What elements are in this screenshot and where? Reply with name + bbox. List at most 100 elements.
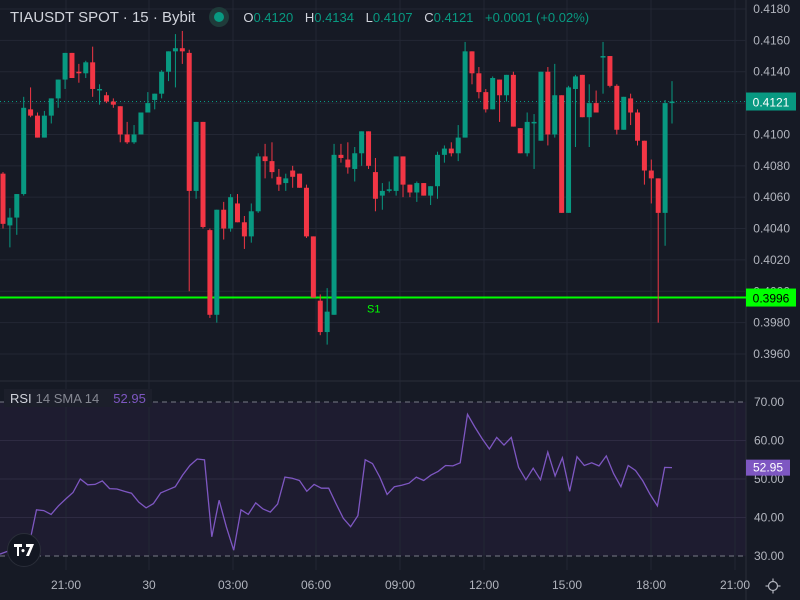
candle-body[interactable] <box>538 71 544 141</box>
candle-body[interactable] <box>117 106 123 135</box>
candle-body[interactable] <box>200 121 206 227</box>
tradingview-logo[interactable] <box>7 533 41 567</box>
candle-body[interactable] <box>83 62 89 74</box>
candle-body[interactable] <box>103 95 109 102</box>
candle-body[interactable] <box>352 153 358 169</box>
candle-body[interactable] <box>214 209 220 315</box>
candle-body[interactable] <box>138 112 144 135</box>
candle-body[interactable] <box>559 95 565 213</box>
candle-body[interactable] <box>283 178 289 184</box>
candle-body[interactable] <box>490 78 496 110</box>
candle-body[interactable] <box>34 115 40 138</box>
candle-body[interactable] <box>172 48 178 52</box>
candle-body[interactable] <box>97 88 103 91</box>
candle-body[interactable] <box>186 52 192 191</box>
candle-body[interactable] <box>62 52 68 80</box>
candle-body[interactable] <box>241 222 247 237</box>
candle-body[interactable] <box>669 101 675 104</box>
candle-body[interactable] <box>503 74 509 96</box>
candle-body[interactable] <box>607 56 613 86</box>
candle-body[interactable] <box>400 156 406 185</box>
candle-body[interactable] <box>248 211 254 237</box>
candle-body[interactable] <box>393 156 399 191</box>
candle-body[interactable] <box>262 156 268 162</box>
symbol-title[interactable]: TIAUSDT SPOT · 15 · Bybit <box>10 8 196 26</box>
candle-body[interactable] <box>641 140 647 171</box>
candle-body[interactable] <box>517 128 523 154</box>
candle-body[interactable] <box>359 131 365 154</box>
candle-body[interactable] <box>255 156 261 212</box>
candle-body[interactable] <box>338 154 344 158</box>
candle-body[interactable] <box>421 183 427 196</box>
candle-body[interactable] <box>366 131 372 166</box>
candle-body[interactable] <box>662 103 668 213</box>
candle-body[interactable] <box>510 74 516 127</box>
candle-body[interactable] <box>124 134 130 143</box>
candle-body[interactable] <box>614 85 620 130</box>
candle-body[interactable] <box>552 95 558 135</box>
candle-body[interactable] <box>635 112 641 141</box>
candle-body[interactable] <box>462 51 468 138</box>
candle-body[interactable] <box>276 176 282 185</box>
candle-body[interactable] <box>572 76 578 89</box>
candle-body[interactable] <box>28 109 34 116</box>
market-status-indicator[interactable] <box>209 7 230 27</box>
candle-body[interactable] <box>269 161 275 173</box>
candle-body[interactable] <box>159 71 165 94</box>
candle-body[interactable] <box>221 209 227 229</box>
candle-body[interactable] <box>234 203 240 223</box>
candle-body[interactable] <box>469 51 475 74</box>
candle-body[interactable] <box>331 154 337 315</box>
candle-body[interactable] <box>55 79 61 99</box>
candle-body[interactable] <box>0 173 6 224</box>
candle-body[interactable] <box>621 96 627 130</box>
candle-body[interactable] <box>372 172 378 199</box>
candle-body[interactable] <box>386 189 392 191</box>
candle-body[interactable] <box>345 159 351 168</box>
candle-body[interactable] <box>435 154 441 187</box>
candle-body[interactable] <box>545 71 551 135</box>
candle-body[interactable] <box>531 121 537 124</box>
candle-body[interactable] <box>152 93 158 100</box>
candle-body[interactable] <box>593 103 599 113</box>
candle-body[interactable] <box>145 103 151 113</box>
candle-body[interactable] <box>497 79 503 96</box>
candle-body[interactable] <box>586 103 592 118</box>
candle-body[interactable] <box>483 92 489 110</box>
candle-body[interactable] <box>14 194 20 218</box>
candle-body[interactable] <box>379 190 385 196</box>
candle-body[interactable] <box>69 52 75 78</box>
candle-body[interactable] <box>7 217 13 226</box>
candle-body[interactable] <box>110 101 116 105</box>
candle-body[interactable] <box>566 87 572 213</box>
candle-body[interactable] <box>48 98 54 116</box>
candle-body[interactable] <box>414 183 420 193</box>
candle-body[interactable] <box>655 178 661 213</box>
candle-body[interactable] <box>317 300 323 333</box>
candle-body[interactable] <box>90 62 96 89</box>
candle-body[interactable] <box>207 230 213 315</box>
candle-body[interactable] <box>193 121 199 191</box>
candle-body[interactable] <box>228 197 234 229</box>
candle-body[interactable] <box>579 74 585 118</box>
candle-body[interactable] <box>476 73 482 93</box>
settings-gear-icon[interactable] <box>765 578 781 594</box>
candle-body[interactable] <box>76 71 82 74</box>
candle-body[interactable] <box>600 56 606 58</box>
candle-body[interactable] <box>324 311 330 333</box>
candle-body[interactable] <box>21 107 27 195</box>
candle-body[interactable] <box>297 173 303 188</box>
candle-body[interactable] <box>310 236 316 298</box>
candle-body[interactable] <box>290 170 296 177</box>
rsi-legend[interactable]: RSI 14 SMA 14 52.95 <box>4 389 152 407</box>
candle-body[interactable] <box>41 115 47 138</box>
candle-body[interactable] <box>441 148 447 155</box>
candle-body[interactable] <box>428 186 434 196</box>
candle-body[interactable] <box>524 121 530 154</box>
candle-body[interactable] <box>648 170 654 179</box>
candle-body[interactable] <box>628 98 634 113</box>
candle-body[interactable] <box>303 187 309 237</box>
candle-body[interactable] <box>166 51 172 72</box>
candle-body[interactable] <box>448 148 454 154</box>
